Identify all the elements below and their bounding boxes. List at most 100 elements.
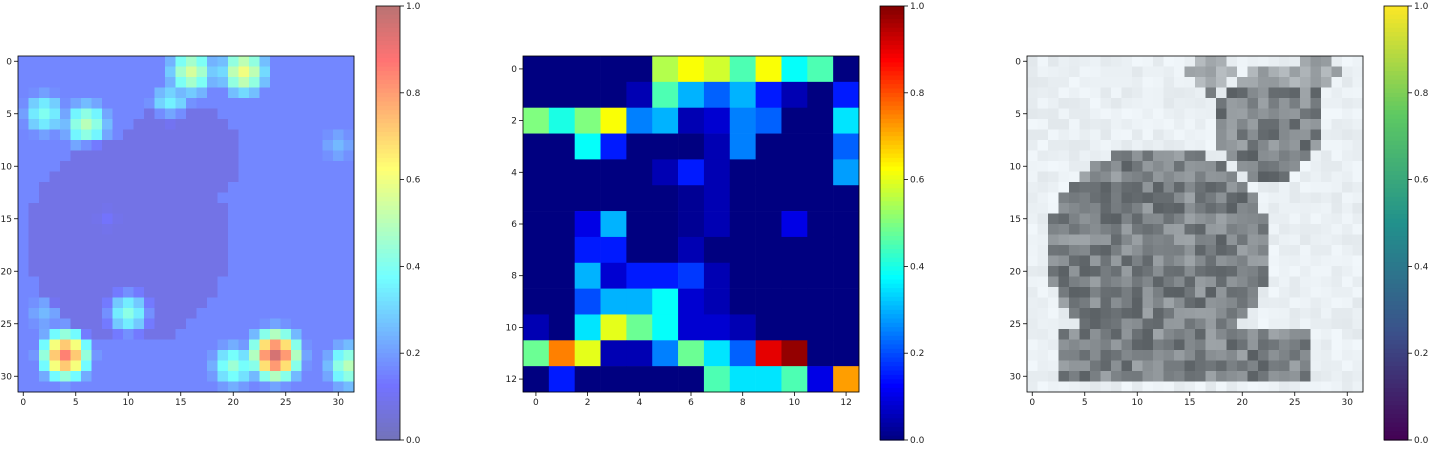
image-pixel [1216, 255, 1227, 267]
image-pixel [1132, 276, 1143, 288]
image-pixel [1205, 182, 1217, 193]
heatmap-cell [523, 133, 550, 160]
image-pixel [1310, 245, 1322, 256]
x-tick-label: 12 [840, 398, 851, 408]
colorbar-segment [880, 10, 904, 16]
heatmap-cell [312, 297, 323, 309]
image-pixel [1121, 171, 1133, 183]
heatmap-cell [81, 350, 92, 361]
image-pixel [1037, 255, 1049, 267]
image-pixel [1111, 119, 1122, 130]
image-pixel [1079, 255, 1091, 267]
heatmap-cell [291, 213, 302, 225]
image-pixel [1331, 371, 1343, 382]
heatmap-cell [228, 266, 239, 277]
heatmap-cell [39, 108, 50, 120]
image-pixel [1027, 213, 1038, 225]
colorbar-segment [376, 370, 400, 376]
image-pixel [1352, 245, 1364, 256]
heatmap-cell [81, 287, 92, 298]
image-pixel [1289, 66, 1301, 78]
image-pixel [1037, 224, 1049, 235]
heatmap-cell [678, 107, 705, 134]
colorbar-segment [880, 383, 904, 389]
heatmap-cell [196, 192, 208, 204]
heatmap-cell [207, 329, 218, 340]
heatmap-cell [133, 56, 145, 67]
image-pixel [1090, 297, 1101, 309]
heatmap-cell [301, 318, 313, 330]
colorbar-segment [880, 318, 904, 324]
image-pixel [1247, 98, 1259, 109]
colorbar-segment [376, 127, 400, 133]
heatmap-cell [217, 224, 229, 235]
heatmap-cell [196, 213, 208, 225]
heatmap-cell [207, 266, 218, 277]
y-tick-label: 15 [1010, 215, 1021, 225]
image-pixel [1321, 77, 1332, 88]
colorbar-segment [376, 257, 400, 263]
heatmap-cell [112, 161, 124, 172]
image-pixel [1153, 203, 1164, 214]
image-pixel [1069, 56, 1080, 67]
image-pixel [1195, 297, 1206, 309]
colorbar-segment [880, 409, 904, 415]
colorbar-segment [376, 344, 400, 350]
heatmap-cell [280, 224, 292, 235]
image-pixel [1289, 56, 1301, 67]
colorbar-segment [1384, 92, 1408, 98]
image-pixel [1090, 161, 1101, 172]
heatmap-cell [259, 56, 271, 67]
colorbar-segment [880, 344, 904, 350]
heatmap-cell [301, 129, 313, 141]
heatmap-cell [238, 77, 250, 88]
colorbar-segment [1384, 214, 1408, 220]
heatmap-cell [123, 77, 134, 88]
heatmap-cell [60, 350, 71, 361]
image-pixel [1289, 77, 1301, 88]
image-pixel [1153, 129, 1164, 141]
heatmap-cell [39, 56, 50, 67]
heatmap-cell [70, 213, 82, 225]
image-pixel [1111, 129, 1122, 141]
image-pixel [1352, 339, 1364, 351]
heatmap-cell [333, 234, 344, 246]
image-pixel [1069, 192, 1080, 204]
heatmap-cell [807, 133, 834, 160]
colorbar-segment [1384, 101, 1408, 107]
heatmap-overlay-cells [18, 56, 355, 393]
colorbar-segment [1384, 32, 1408, 37]
heatmap-cell [207, 66, 218, 78]
heatmap-cell [280, 318, 292, 330]
image-pixel [1079, 192, 1091, 204]
image-pixel [1352, 255, 1364, 267]
heatmap-cell [91, 213, 103, 225]
heatmap-cell [28, 297, 40, 309]
heatmap-cell [228, 287, 239, 298]
heatmap-cell [807, 366, 834, 393]
image-pixel [1247, 77, 1259, 88]
colorbar-segment [1384, 218, 1408, 224]
heatmap-cell [81, 66, 92, 78]
image-pixel [1048, 224, 1059, 235]
heatmap-cell [81, 98, 92, 109]
colorbar-segment [880, 79, 904, 85]
heatmap-cell [652, 56, 679, 83]
image-pixel [1195, 182, 1206, 193]
heatmap-cell [144, 150, 155, 162]
image-pixel [1163, 245, 1175, 256]
image-pixel [1342, 129, 1353, 141]
image-pixel [1195, 308, 1206, 319]
heatmap-cell [49, 287, 61, 298]
image-pixel [1352, 98, 1364, 109]
image-pixel [1258, 360, 1269, 372]
image-pixel [1142, 255, 1154, 267]
image-pixel [1310, 98, 1322, 109]
heatmap-cell [49, 119, 61, 130]
x-tick-label: 5 [1082, 398, 1088, 408]
heatmap-cell [523, 107, 550, 134]
heatmap-cell [322, 318, 334, 330]
colorbar-segment [376, 123, 400, 129]
heatmap-cell [249, 350, 260, 361]
heatmap-cell [548, 56, 575, 83]
